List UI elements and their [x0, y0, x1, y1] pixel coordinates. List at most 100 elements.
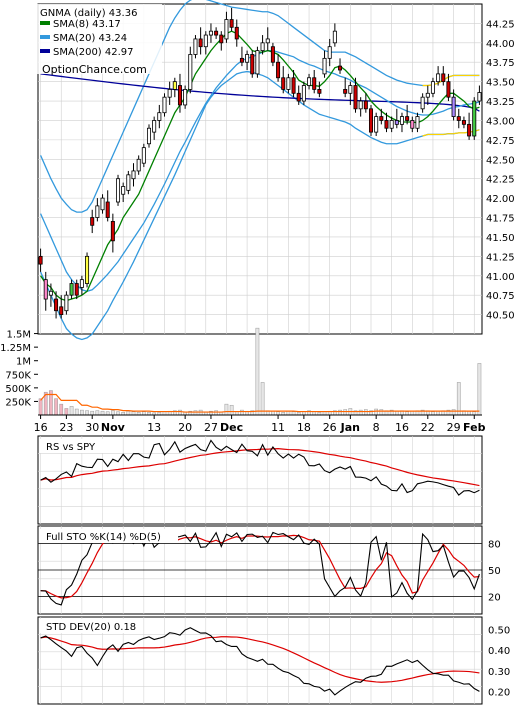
- candle-body: [131, 170, 136, 180]
- volume-bar: [64, 408, 69, 416]
- volume-ytick: 1M: [16, 357, 31, 368]
- x-tick-label: 16: [34, 421, 48, 434]
- candle-body: [100, 197, 105, 211]
- candle-body: [234, 26, 239, 40]
- candle-body: [48, 290, 53, 296]
- x-tick-label: 30: [85, 421, 99, 434]
- volume-ytick: 1.25M: [0, 343, 31, 354]
- stddev-panel: 0.50 0.40 0.30 0.20: [37, 616, 510, 705]
- price-ytick: 43.25: [486, 97, 515, 108]
- candle-body: [399, 116, 404, 125]
- price-ytick: 42.25: [486, 175, 515, 186]
- volume-bar: [394, 410, 399, 416]
- x-tick-label: Dec: [220, 421, 243, 434]
- candle-body: [54, 298, 59, 312]
- candle-body: [430, 81, 435, 94]
- candle-body: [172, 81, 177, 90]
- indicator-titles: RS vs SPY Full STO %K(14) %D(5) STD DEV(…: [40, 439, 178, 633]
- candle-body: [477, 92, 482, 102]
- candle-body: [379, 116, 384, 121]
- std-ytick: 0.50: [488, 625, 510, 636]
- candle-body: [255, 50, 260, 75]
- candle-body: [64, 294, 69, 312]
- x-tick-label: 27: [204, 421, 218, 434]
- price-ytick: 41.50: [486, 233, 515, 244]
- legend-swatch-sma200: [40, 49, 50, 53]
- stoch-ytick: 20: [488, 592, 501, 603]
- candle-body: [59, 306, 64, 315]
- candle-body: [276, 61, 281, 79]
- candle-body: [188, 54, 193, 90]
- volume-bar: [224, 403, 229, 416]
- volume-bar: [214, 410, 218, 416]
- candle-body: [358, 100, 363, 110]
- candle-body: [312, 77, 317, 90]
- candle-body: [425, 92, 430, 98]
- price-ytick: 41.25: [486, 252, 515, 263]
- candle-body: [214, 30, 219, 36]
- volume-bar: [126, 410, 131, 416]
- candle-body: [353, 85, 358, 110]
- candle-body: [43, 279, 48, 300]
- price-ytick: 44.25: [486, 19, 515, 30]
- volume-bar: [271, 410, 275, 416]
- price-ytick: 43.50: [486, 78, 515, 89]
- volume-bar: [95, 410, 100, 416]
- price-ytick: 42.75: [486, 136, 515, 147]
- price-ytick: 41.00: [486, 272, 515, 283]
- candle-body: [203, 34, 208, 48]
- candle-body: [410, 120, 415, 129]
- x-tick-label: 29: [447, 421, 461, 434]
- volume-average-line: [40, 393, 480, 413]
- x-tick-label: Jan: [340, 421, 360, 434]
- candle-body: [74, 283, 79, 296]
- candle-body: [152, 120, 157, 133]
- volume-ytick: 1.5M: [6, 330, 31, 341]
- price-ytick: 44.00: [486, 39, 515, 50]
- candle-body: [245, 54, 250, 63]
- x-tick-label: 20: [178, 421, 192, 434]
- stoch-ytick: 80: [488, 540, 501, 551]
- candle-body: [363, 100, 368, 110]
- candle-body: [183, 89, 188, 106]
- price-ytick: 41.75: [486, 214, 515, 225]
- candle-body: [472, 100, 477, 137]
- volume-bar: [240, 409, 244, 416]
- candle-body: [121, 186, 126, 195]
- x-tick-label: 13: [147, 421, 161, 434]
- std-ytick: 0.30: [488, 667, 510, 678]
- candle-body: [307, 77, 312, 86]
- candle-body: [456, 116, 461, 121]
- candle-body: [260, 42, 265, 51]
- candle-body: [229, 19, 234, 28]
- price-ytick: 40.75: [486, 291, 515, 302]
- volume-bar: [229, 404, 234, 416]
- price-ytick: 42.50: [486, 155, 515, 166]
- candle-body: [239, 57, 244, 63]
- volume-bar: [451, 409, 456, 416]
- volume-bar: [260, 382, 265, 416]
- candle-body: [85, 255, 90, 284]
- candle-body: [110, 221, 115, 242]
- legend-sma200: SMA(200) 42.97: [53, 47, 134, 58]
- candle-body: [338, 65, 343, 71]
- volume-bar: [178, 409, 182, 416]
- candle-body: [384, 120, 389, 129]
- candle-body: [436, 73, 441, 83]
- candle-body: [317, 89, 322, 94]
- candle-body: [270, 46, 275, 63]
- candle-body: [126, 174, 131, 191]
- candle-body: [394, 120, 399, 125]
- candle-body: [348, 85, 353, 94]
- x-axis: 16 23 30 Nov 13 20 27 Dec 11 18 26 Jan 8 16 22 29 Feb: [34, 414, 486, 434]
- candle-body: [157, 112, 162, 121]
- candle-body: [291, 77, 296, 94]
- candle-body: [167, 89, 172, 98]
- std-line: [40, 627, 480, 696]
- x-tick-label: 11: [271, 421, 285, 434]
- volume-bar: [74, 408, 79, 416]
- price-ytick: 43.75: [486, 58, 515, 69]
- rs-line: [40, 439, 480, 496]
- candle-body: [162, 96, 167, 114]
